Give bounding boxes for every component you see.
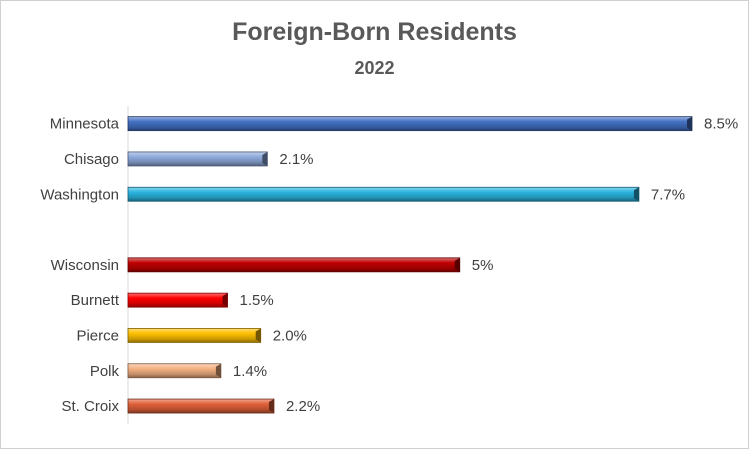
category-label: Burnett <box>71 292 120 309</box>
bar <box>127 328 262 343</box>
category-label: Chisago <box>64 151 119 168</box>
data-label: 1.5% <box>240 292 274 309</box>
bar <box>127 151 268 167</box>
data-label: 7.7% <box>651 186 685 203</box>
data-label: 2.2% <box>286 398 320 415</box>
bar-end-bevel <box>262 151 268 166</box>
bar-end-bevel <box>687 116 692 131</box>
category-label: Polk <box>90 363 120 380</box>
category-label: Wisconsin <box>51 257 119 274</box>
category-label: Pierce <box>76 327 119 344</box>
data-label: 8.5% <box>704 116 738 133</box>
category-label: Minnesota <box>50 116 120 133</box>
category-label: Washington <box>40 186 119 203</box>
bar-end-bevel <box>268 399 274 414</box>
bar-end-bevel <box>454 257 460 272</box>
bar-end-bevel <box>633 187 639 202</box>
bar <box>127 186 640 202</box>
data-label: 2.0% <box>273 327 307 344</box>
bar <box>127 398 275 414</box>
data-label: 2.1% <box>279 151 313 168</box>
bar <box>127 257 461 273</box>
chart-title: Foreign-Born Residents <box>232 18 517 46</box>
bar <box>127 292 228 308</box>
bar <box>127 116 693 132</box>
bar-end-bevel <box>255 328 261 343</box>
bar-end-bevel <box>215 363 221 378</box>
bar <box>127 363 222 379</box>
bar-end-bevel <box>222 293 228 308</box>
data-label: 5% <box>472 257 494 274</box>
data-label: 1.4% <box>233 363 267 380</box>
category-label: St. Croix <box>61 398 119 415</box>
chart-subtitle: 2022 <box>354 58 395 78</box>
